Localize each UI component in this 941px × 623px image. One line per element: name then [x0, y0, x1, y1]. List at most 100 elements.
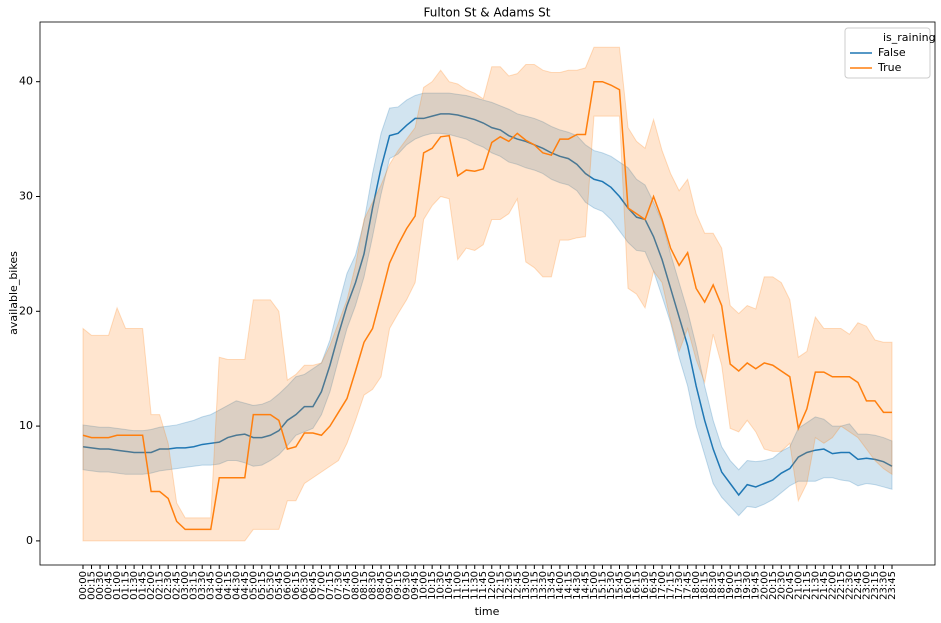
- x-tick-label: 20:00: [759, 571, 770, 600]
- x-tick-label: 22:00: [827, 571, 838, 600]
- x-tick-label: 08:30: [368, 571, 379, 600]
- x-tick-label: 06:15: [291, 571, 302, 600]
- x-tick-label: 14:15: [563, 571, 574, 600]
- x-tick-label: 21:45: [819, 571, 830, 600]
- x-tick-label: 09:30: [402, 571, 413, 600]
- x-tick-label: 08:00: [351, 571, 362, 600]
- x-tick-label: 08:45: [376, 571, 387, 600]
- legend-label: False: [878, 46, 906, 59]
- x-tick-label: 15:00: [589, 571, 600, 600]
- x-tick-label: 01:45: [138, 571, 149, 600]
- x-tick-label: 03:15: [189, 571, 200, 600]
- x-tick-label: 17:00: [657, 571, 668, 600]
- x-tick-label: 15:15: [597, 571, 608, 600]
- x-tick-label: 03:30: [197, 571, 208, 600]
- x-tick-label: 14:00: [555, 571, 566, 600]
- x-tick-label: 02:30: [163, 571, 174, 600]
- x-tick-label: 12:15: [495, 571, 506, 600]
- series-line: [82, 113, 893, 497]
- x-tick-label: 16:30: [640, 571, 651, 600]
- x-tick-label: 23:00: [861, 571, 872, 600]
- x-tick-label: 13:45: [546, 571, 557, 600]
- x-tick-label: 17:15: [666, 571, 677, 600]
- x-tick-label: 06:00: [282, 571, 293, 600]
- x-tick-label: 19:15: [734, 571, 745, 600]
- x-tick-label: 09:00: [385, 571, 396, 600]
- x-tick-label: 16:45: [649, 571, 660, 600]
- x-tick-label: 04:15: [223, 571, 234, 600]
- x-tick-label: 20:30: [776, 571, 787, 600]
- x-tick-label: 19:45: [751, 571, 762, 600]
- x-tick-label: 11:45: [478, 571, 489, 600]
- x-tick-label: 09:45: [410, 571, 421, 600]
- x-tick-label: 22:15: [836, 571, 847, 600]
- x-tick-label: 13:30: [538, 571, 549, 600]
- x-tick-label: 07:15: [325, 571, 336, 600]
- y-tick-label: 10: [19, 419, 33, 432]
- x-tick-label: 10:00: [419, 571, 430, 600]
- x-tick-label: 04:45: [240, 571, 251, 600]
- x-tick-label: 22:30: [844, 571, 855, 600]
- x-tick-label: 10:45: [444, 571, 455, 600]
- x-axis-label: time: [475, 605, 500, 618]
- x-tick-label: 21:15: [802, 571, 813, 600]
- x-tick-label: 12:30: [504, 571, 515, 600]
- legend-label: True: [877, 61, 902, 74]
- x-tick-label: 02:45: [172, 571, 183, 600]
- x-tick-label: 02:00: [146, 571, 157, 600]
- x-tick-label: 01:15: [121, 571, 132, 600]
- x-tick-label: 21:30: [810, 571, 821, 600]
- x-tick-label: 10:30: [436, 571, 447, 600]
- x-tick-label: 23:30: [878, 571, 889, 600]
- legend-box: [844, 27, 931, 79]
- y-tick-label: 40: [19, 75, 33, 88]
- x-tick-label: 03:00: [180, 571, 191, 600]
- x-tick-label: 08:15: [359, 571, 370, 600]
- x-tick-label: 17:45: [683, 571, 694, 600]
- x-tick-label: 17:30: [674, 571, 685, 600]
- x-tick-label: 00:45: [104, 571, 115, 600]
- legend-title: is_raining: [883, 31, 936, 44]
- y-tick-label: 0: [26, 534, 33, 547]
- x-tick-label: 07:00: [316, 571, 327, 600]
- x-tick-label: 21:00: [793, 571, 804, 600]
- x-tick-label: 15:45: [614, 571, 625, 600]
- x-tick-label: 23:15: [870, 571, 881, 600]
- x-tick-label: 07:30: [333, 571, 344, 600]
- x-tick-label: 14:45: [580, 571, 591, 600]
- x-tick-label: 18:45: [717, 571, 728, 600]
- x-tick-label: 14:30: [572, 571, 583, 600]
- x-tick-label: 05:30: [265, 571, 276, 600]
- x-tick-label: 09:15: [393, 571, 404, 600]
- x-tick-label: 19:30: [742, 571, 753, 600]
- x-tick-label: 15:30: [606, 571, 617, 600]
- x-tick-label: 12:45: [512, 571, 523, 600]
- x-tick-label: 05:45: [274, 571, 285, 600]
- x-tick-label: 16:15: [632, 571, 643, 600]
- x-tick-label: 00:30: [95, 571, 106, 600]
- x-tick-label: 00:15: [87, 571, 98, 600]
- x-tick-label: 20:45: [785, 571, 796, 600]
- x-tick-label: 11:30: [470, 571, 481, 600]
- x-tick-label: 13:15: [529, 571, 540, 600]
- x-tick-label: 19:00: [725, 571, 736, 600]
- x-tick-label: 11:15: [461, 571, 472, 600]
- x-tick-label: 16:00: [623, 571, 634, 600]
- y-tick-label: 30: [19, 189, 33, 202]
- x-tick-label: 04:30: [231, 571, 242, 600]
- x-tick-label: 00:00: [78, 571, 89, 600]
- x-tick-label: 01:30: [129, 571, 140, 600]
- x-tick-label: 03:45: [206, 571, 217, 600]
- x-tick-label: 13:00: [521, 571, 532, 600]
- x-tick-label: 23:45: [887, 571, 898, 600]
- series-line: [82, 80, 892, 531]
- x-tick-label: 18:00: [691, 571, 702, 600]
- x-tick-label: 10:15: [427, 571, 438, 600]
- x-tick-label: 20:15: [768, 571, 779, 600]
- plot-frame: [39, 21, 936, 566]
- x-tick-label: 02:15: [155, 571, 166, 600]
- x-tick-label: 22:45: [853, 571, 864, 600]
- x-tick-label: 07:45: [342, 571, 353, 600]
- confidence-band: [82, 46, 893, 542]
